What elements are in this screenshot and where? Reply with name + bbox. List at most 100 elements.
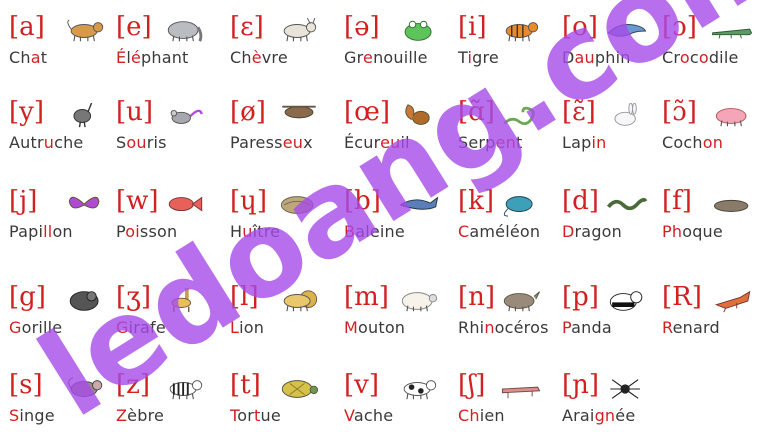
phoneme-cell: [k] Caméléon <box>458 186 568 246</box>
example-word: Autruche <box>9 133 83 152</box>
ipa-symbol: [ʃ] <box>458 370 486 400</box>
highlighted-letters: eu <box>282 133 304 152</box>
highlighted-letters: n <box>484 318 495 337</box>
example-word: Lion <box>230 318 264 337</box>
word-segment: x <box>303 133 313 152</box>
word-segment: Écur <box>344 133 381 152</box>
highlighted-letters: G <box>9 318 22 337</box>
ipa-symbol: [z] <box>116 370 150 400</box>
word-segment: nouille <box>373 48 428 67</box>
whale-icon <box>399 196 439 210</box>
example-word: Girafe <box>116 318 166 337</box>
highlighted-letters: oi <box>125 222 140 241</box>
phoneme-cell: [m] Mouton <box>344 282 454 342</box>
example-word: Crocodile <box>662 48 739 67</box>
word-segment: t <box>40 48 48 67</box>
highlighted-letters: en <box>495 133 516 152</box>
example-word: Rhinocéros <box>458 318 549 337</box>
goat-icon <box>283 18 317 42</box>
highlighted-letters: è <box>251 48 262 67</box>
word-segment: anda <box>571 318 612 337</box>
ipa-symbol: [m] <box>344 282 389 312</box>
word-segment: dile <box>708 48 739 67</box>
word-segment: enard <box>672 318 720 337</box>
highlighted-letters: o <box>679 48 690 67</box>
word-segment: or <box>237 406 255 425</box>
phoneme-cell: [b] Baleine <box>344 186 454 246</box>
word-segment: on <box>52 222 73 241</box>
snake-icon <box>503 106 535 126</box>
ipa-symbol: [R] <box>662 282 702 312</box>
frog-icon <box>404 20 432 41</box>
highlighted-letters: on <box>702 133 724 152</box>
crocodile-icon <box>712 28 753 39</box>
phoneme-cell: [ɔ] Crocodile <box>662 12 768 72</box>
phoneme-cell: [ɛ̃] Lapin <box>562 97 672 157</box>
word-segment: Arai <box>562 406 595 425</box>
example-word: Souris <box>116 133 167 152</box>
word-segment: il <box>400 133 410 152</box>
squirrel-icon <box>405 104 430 125</box>
word-segment: Ch <box>230 48 252 67</box>
word-segment: oque <box>682 222 723 241</box>
example-word: Renard <box>662 318 720 337</box>
zebra-icon <box>169 380 203 400</box>
phoneme-cell: [ɲ] Araignée <box>562 370 672 430</box>
word-segment: t <box>515 133 523 152</box>
highlighted-letters: o <box>698 48 709 67</box>
word-segment: ue <box>260 406 281 425</box>
highlighted-letters: t <box>254 406 261 425</box>
ipa-symbol: [ɔ] <box>662 12 697 42</box>
word-segment: èbre <box>127 406 165 425</box>
highlighted-letters: B <box>344 222 356 241</box>
seal-icon <box>713 199 749 212</box>
phoneme-cell: [R] Renard <box>662 282 768 342</box>
word-segment: ien <box>479 406 505 425</box>
example-word: Zèbre <box>116 406 164 425</box>
spider-icon <box>610 379 640 399</box>
ipa-symbol: [t] <box>230 370 261 400</box>
highlighted-letters: M <box>344 318 359 337</box>
word-segment: ître <box>252 222 281 241</box>
example-word: Singe <box>9 406 55 425</box>
word-segment: sson <box>139 222 178 241</box>
ipa-symbol: [j] <box>9 186 38 216</box>
word-segment: Serp <box>458 133 496 152</box>
word-segment: Rhi <box>458 318 485 337</box>
word-segment: D <box>562 48 575 67</box>
ipa-symbol: [f] <box>662 186 692 216</box>
word-segment: l <box>126 48 131 67</box>
word-segment: che <box>54 133 84 152</box>
ipa-symbol: [ɲ] <box>562 370 600 400</box>
word-segment: ris <box>146 133 167 152</box>
elephant-icon <box>167 21 203 42</box>
highlighted-letters: ll <box>43 222 53 241</box>
ipa-symbol: [ɑ̃] <box>458 97 495 127</box>
highlighted-letters: É <box>116 48 127 67</box>
phoneme-cell: [n] Rhinocéros <box>458 282 568 342</box>
highlighted-letters: Ch <box>458 406 480 425</box>
rhinoceros-icon <box>503 291 540 312</box>
phoneme-cell: [l] Lion <box>230 282 340 342</box>
chameleon-icon <box>503 196 533 217</box>
word-segment: gre <box>472 48 499 67</box>
mouse-icon <box>170 109 203 124</box>
word-segment: Papi <box>9 222 44 241</box>
highlighted-letters: e <box>363 48 374 67</box>
phoneme-cell: [y] Autruche <box>9 97 119 157</box>
phoneme-cell: [s] Singe <box>9 370 119 430</box>
dolphin-icon <box>607 24 647 37</box>
example-word: Tortue <box>230 406 281 425</box>
highlighted-letters: eu <box>380 133 401 152</box>
phoneme-cell: [w] Poisson <box>116 186 226 246</box>
phoneme-cell: [j] Papillon <box>9 186 119 246</box>
ipa-symbol: [ə] <box>344 12 380 42</box>
phoneme-cell: [t] Tortue <box>230 370 340 430</box>
ipa-symbol: [e] <box>116 12 152 42</box>
phoneme-cell: [p] Panda <box>562 282 672 342</box>
phoneme-cell: [ɛ] Chèvre <box>230 12 340 72</box>
lion-icon <box>283 290 318 312</box>
phoneme-cell: [g] Gorille <box>9 282 119 342</box>
highlighted-letters: u <box>43 133 55 152</box>
